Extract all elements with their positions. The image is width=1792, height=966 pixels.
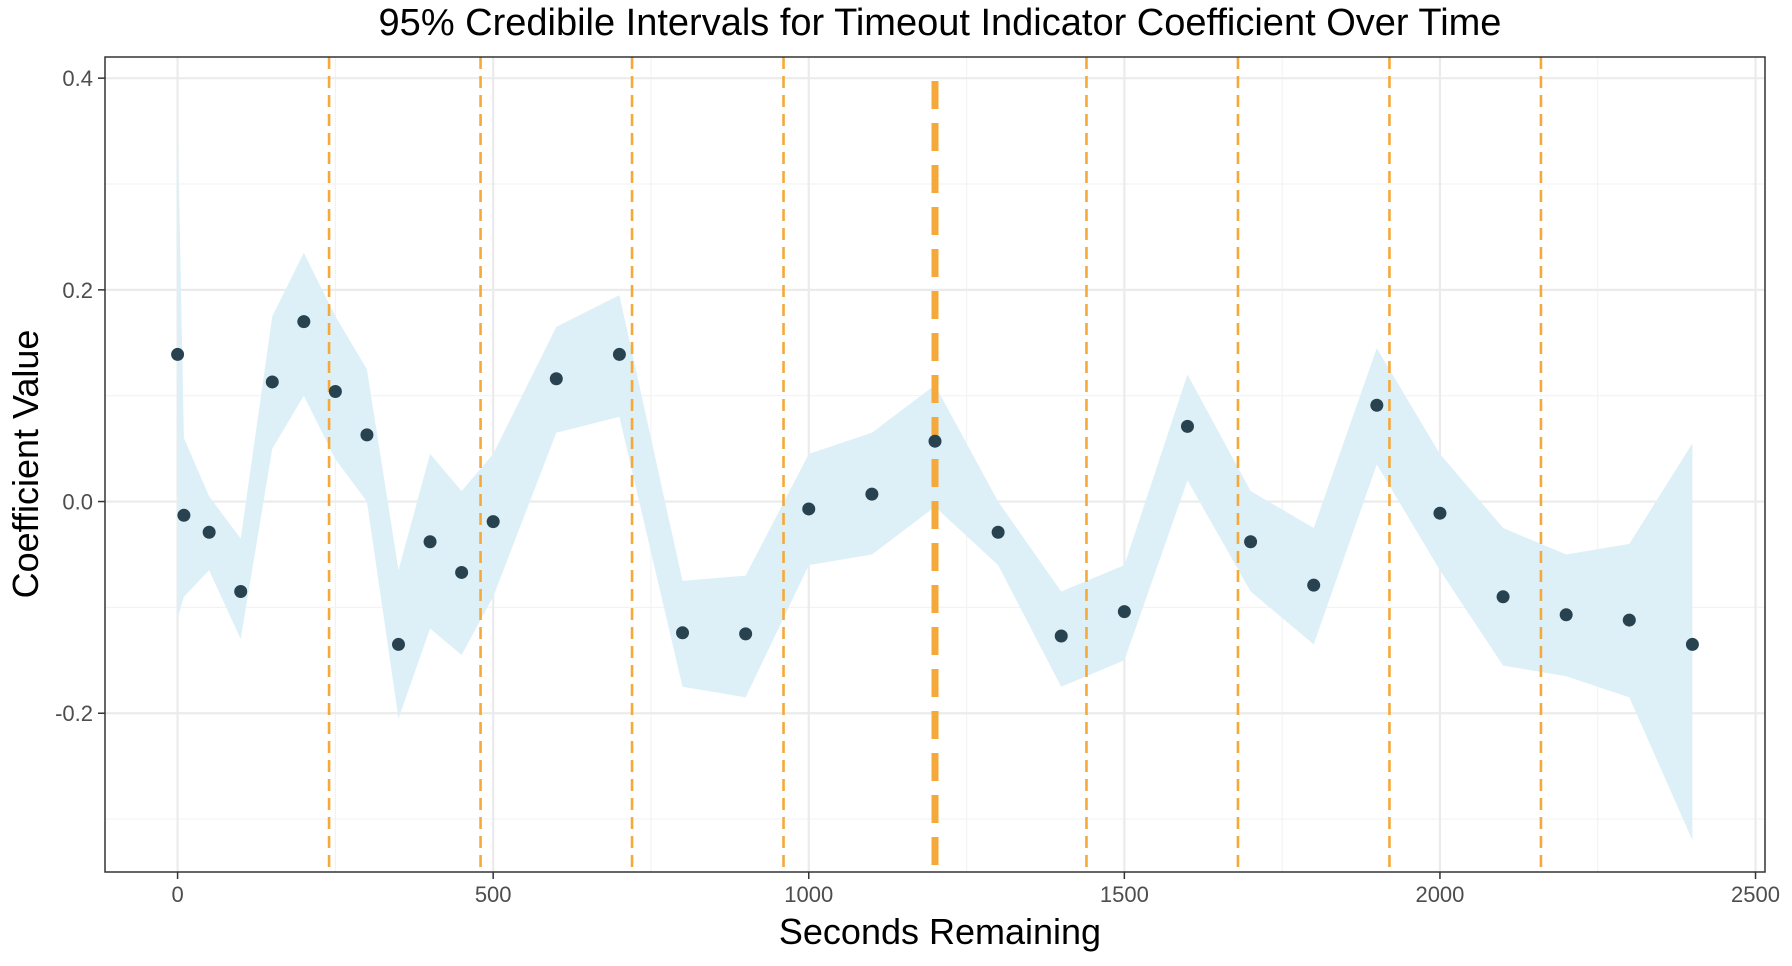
data-point xyxy=(177,508,191,522)
data-point xyxy=(1117,605,1131,619)
data-point xyxy=(1622,613,1636,627)
data-point xyxy=(265,375,279,389)
data-point xyxy=(1685,637,1699,651)
data-point xyxy=(455,565,469,579)
data-point xyxy=(297,315,311,329)
x-tick-label: 1000 xyxy=(784,882,833,907)
data-point xyxy=(360,428,374,442)
data-point xyxy=(1307,578,1321,592)
data-point xyxy=(486,515,500,529)
y-tick-label: 0.2 xyxy=(62,278,93,303)
y-axis-title: Coefficient Value xyxy=(5,330,46,599)
reference-lines-layer xyxy=(327,57,1543,872)
data-point xyxy=(928,434,942,448)
data-point xyxy=(991,525,1005,539)
data-point xyxy=(171,347,185,361)
y-tick-label: 0.0 xyxy=(62,490,93,515)
data-point xyxy=(865,487,879,501)
x-tick-label: 500 xyxy=(475,882,512,907)
x-tick-label: 2000 xyxy=(1415,882,1464,907)
data-point xyxy=(1244,535,1258,549)
data-point xyxy=(328,384,342,398)
data-point xyxy=(202,525,216,539)
data-point xyxy=(676,626,690,640)
y-tick-label: -0.2 xyxy=(55,701,93,726)
y-tick-label: 0.4 xyxy=(62,66,93,91)
chart-title: 95% Credibile Intervals for Timeout Indi… xyxy=(379,2,1502,44)
points-layer xyxy=(171,315,1699,651)
data-point xyxy=(802,502,816,516)
x-tick-label: 0 xyxy=(171,882,183,907)
data-point xyxy=(1370,398,1384,412)
data-point xyxy=(423,535,437,549)
data-point xyxy=(612,347,626,361)
ticks-layer: 0 500 1000 1500 2000 2500 -0.2 0.0 0.2 0.4 xyxy=(55,66,1780,907)
data-point xyxy=(1180,419,1194,433)
data-point xyxy=(1496,590,1510,604)
data-point xyxy=(739,627,753,641)
x-tick-label: 2500 xyxy=(1731,882,1780,907)
x-axis-title: Seconds Remaining xyxy=(779,911,1101,952)
data-point xyxy=(1433,506,1447,520)
data-point xyxy=(549,372,563,386)
panel-border xyxy=(104,56,1766,873)
x-tick-label: 1500 xyxy=(1100,882,1149,907)
data-point xyxy=(1559,608,1573,622)
data-point xyxy=(1054,629,1068,643)
data-point xyxy=(391,637,405,651)
data-point xyxy=(234,585,248,599)
